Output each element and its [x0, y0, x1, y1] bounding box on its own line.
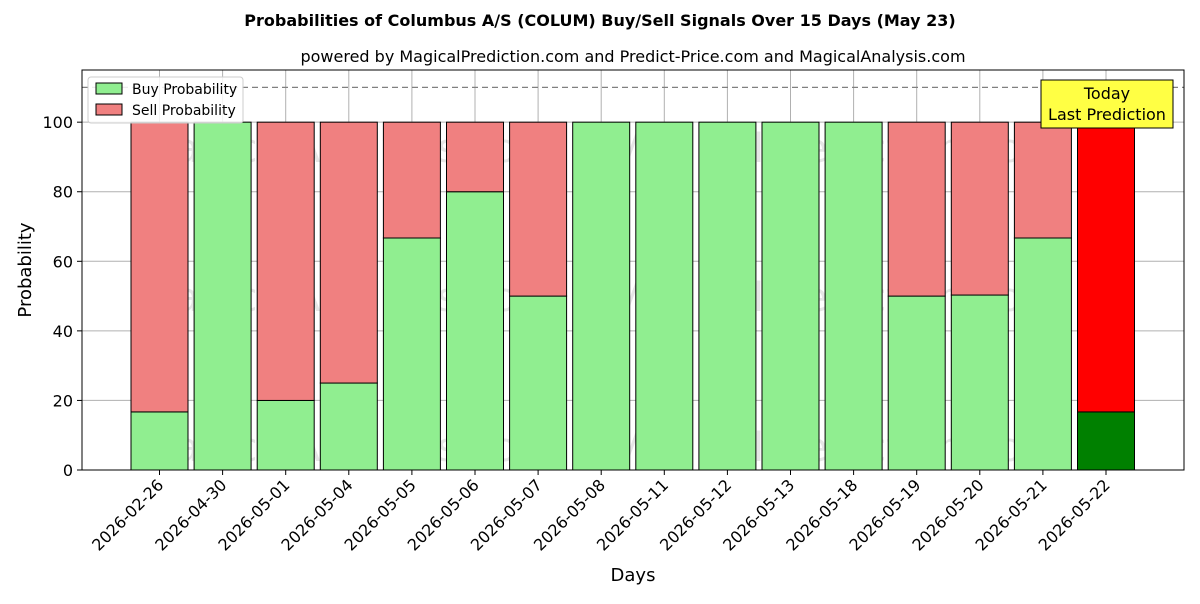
plot-frame: [81, 69, 1185, 471]
y-tick-label: 20: [53, 391, 73, 410]
buy-bar: [1013, 237, 1072, 471]
buy-bar: [509, 295, 568, 471]
buy-bar: [1077, 411, 1135, 471]
y-tick-label: 60: [53, 252, 73, 271]
today-annotation: Today Last Prediction: [1040, 79, 1174, 129]
y-tick-label: 0: [63, 461, 73, 480]
buy-bar: [193, 121, 252, 471]
legend: Buy Probability Sell Probability: [87, 76, 244, 124]
annotation-box: [1040, 79, 1174, 129]
x-axis: 2026-02-262026-04-302026-05-012026-05-04…: [88, 470, 1114, 555]
chart-title: Probabilities of Columbus A/S (COLUM) Bu…: [244, 11, 955, 30]
legend-swatch-sell: [95, 103, 123, 116]
buy-bar: [382, 237, 441, 471]
annotation-line-1: Today: [1083, 84, 1130, 103]
buy-bar: [256, 399, 315, 471]
sell-bar: [1013, 121, 1072, 239]
sell-bar: [950, 121, 1009, 296]
sell-bar: [382, 121, 441, 239]
sell-bar: [446, 121, 504, 193]
buy-bar: [446, 191, 504, 471]
buy-bar: [698, 121, 757, 471]
y-tick-label: 80: [53, 183, 73, 202]
y-tick-label: 100: [42, 113, 73, 132]
annotation-line-2: Last Prediction: [1048, 105, 1166, 124]
sell-bar: [256, 121, 315, 401]
buy-bar: [635, 121, 694, 471]
sell-bar: [1077, 121, 1135, 413]
sell-bar: [319, 121, 378, 384]
legend-label-buy: Buy Probability: [132, 82, 237, 98]
sell-bar: [887, 121, 946, 297]
chart-subtitle: powered by MagicalPrediction.com and Pre…: [300, 47, 965, 66]
legend-label-sell: Sell Probability: [132, 103, 236, 119]
buy-bar: [761, 121, 820, 471]
buy-bar: [950, 294, 1009, 471]
legend-swatch-buy: [95, 82, 123, 95]
buy-bar: [887, 295, 946, 471]
y-axis-label: Probability: [15, 222, 36, 317]
buy-bar: [319, 382, 378, 471]
legend-box: [87, 76, 244, 124]
buy-bar: [824, 121, 883, 471]
y-tick-label: 40: [53, 322, 73, 341]
sell-bar: [130, 121, 189, 413]
y-axis: 0 20 40 60 80 100: [42, 113, 82, 480]
sell-bar: [509, 121, 568, 297]
buy-bar: [130, 411, 189, 471]
buy-bar: [572, 121, 631, 471]
bars-layer: [130, 121, 1135, 471]
x-axis-label: Days: [611, 565, 656, 586]
